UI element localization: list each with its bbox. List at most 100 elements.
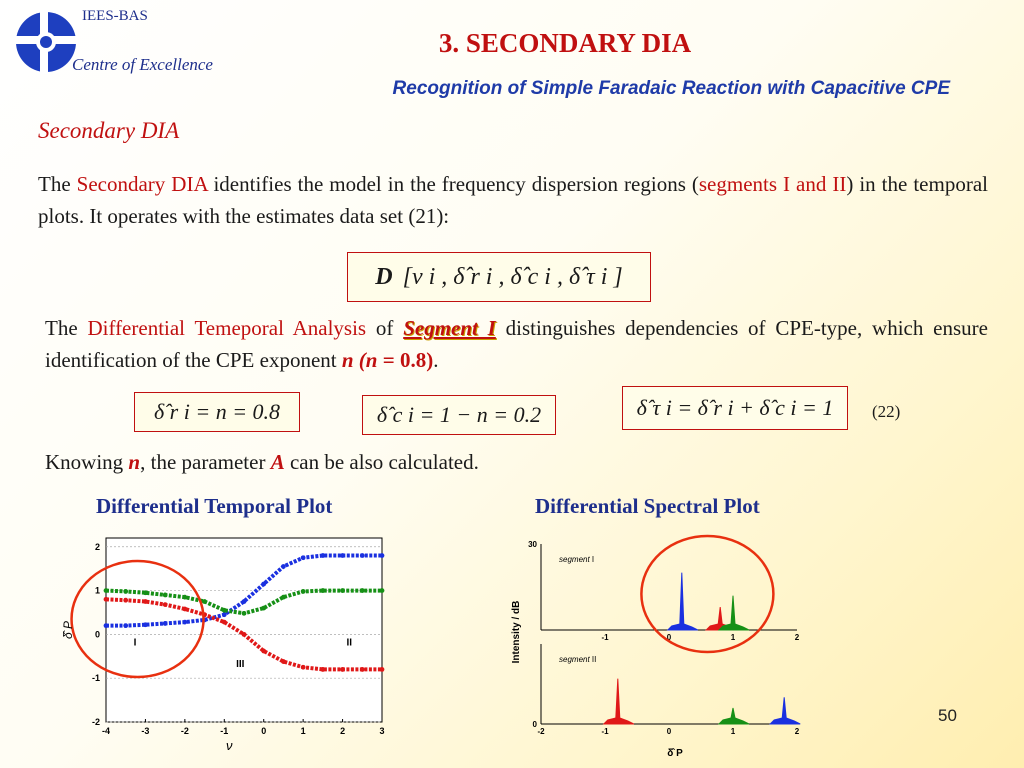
series-tau-point <box>143 622 148 628</box>
series-tau-point <box>261 581 267 587</box>
series-c-point <box>143 590 148 596</box>
spectral-ytick-label: 30 <box>528 540 537 549</box>
series-r-point <box>320 667 326 672</box>
series-tau-point <box>221 612 227 618</box>
series-tau-point <box>281 564 286 569</box>
temporal-xtick-label: -4 <box>102 726 110 736</box>
equation-number: (22) <box>872 402 901 421</box>
series-c-point <box>103 588 109 593</box>
spectral-plot: -1 0 1 2 30 segment I -2 -1 0 1 2 0 segment II Intens… <box>511 534 801 759</box>
series-r-point <box>221 619 227 625</box>
page-number: 50 <box>938 706 957 725</box>
centre-label: Centre of Excellence <box>72 55 213 74</box>
temporal-xtick-label: -2 <box>181 726 189 736</box>
series-c-point <box>379 588 385 593</box>
spectral-xtick-label: -2 <box>537 727 545 736</box>
series-r-point <box>300 664 306 670</box>
series-r-point <box>103 596 109 602</box>
series-r-point <box>143 599 148 604</box>
series-tau-point <box>300 555 306 561</box>
spectral-highlight-ellipse <box>640 534 775 654</box>
temporal-ylabel: δ̂ P <box>61 621 75 639</box>
slide-subtitle: Recognition of Simple Faradaic Reaction … <box>392 78 950 99</box>
series-tau-point <box>123 623 129 629</box>
temporal-ytick-label: 2 <box>95 542 100 552</box>
series-r-point <box>261 648 267 654</box>
spectral-peak <box>717 595 750 631</box>
series-r-point <box>182 606 188 612</box>
paragraph-knowing-n: Knowing n, the parameter A can be also c… <box>45 450 479 474</box>
section-heading: Secondary DIA <box>38 118 180 143</box>
spectral-peak <box>602 678 635 725</box>
spectral-xtick-label: 2 <box>795 727 800 736</box>
equation-c-box: δ̂ c i = 1 − n = 0.2 <box>362 395 556 435</box>
temporal-xtick-label: 3 <box>379 726 384 736</box>
temporal-ytick-label: -1 <box>92 673 100 683</box>
spectral-plot-title: Differential Spectral Plot <box>535 494 760 518</box>
spectral-peak <box>666 572 699 631</box>
series-tau-line <box>106 553 382 628</box>
spectral-panel-label: segment I <box>559 555 594 564</box>
spectral-xtick-label: 0 <box>667 633 672 642</box>
series-tau-point <box>340 553 345 558</box>
spectral-xtick-label: 0 <box>667 727 672 736</box>
equation-tau-box: δ̂ τ i = δ̂ r i + δ̂ c i = 1 <box>622 386 848 430</box>
spectral-ylabel: Intensity / dB <box>511 601 522 664</box>
temporal-ytick-label: -2 <box>92 717 100 727</box>
paragraph-segment-analysis: The Differential Temeporal Analysis of S… <box>45 316 988 372</box>
spectral-ytick-label: 0 <box>533 720 538 729</box>
spectral-xtick-label: 2 <box>795 633 800 642</box>
series-c-point <box>202 599 207 604</box>
equation-r-box: δ̂ r i = n = 0.8 <box>134 392 300 432</box>
temporal-xtick-label: 1 <box>301 726 306 736</box>
series-r-point <box>123 597 129 603</box>
series-tau-point <box>103 623 109 629</box>
series-r-point <box>281 659 286 664</box>
temporal-annotation: III <box>236 659 245 670</box>
series-c-point <box>221 607 227 613</box>
series-c-point <box>281 594 286 600</box>
segment-highlight-ellipse <box>70 559 205 679</box>
series-c-point <box>320 588 326 593</box>
spectral-xtick-label: -1 <box>601 633 609 642</box>
temporal-plot-title: Differential Temporal Plot <box>96 494 333 518</box>
series-c-point <box>261 605 267 611</box>
spectral-peak <box>768 697 801 725</box>
temporal-annotation: II <box>347 637 353 648</box>
temporal-ytick-label: 0 <box>95 629 100 639</box>
series-c-point <box>300 589 306 594</box>
spectral-xtick-label: 1 <box>731 633 736 642</box>
series-tau-point <box>162 621 168 626</box>
temporal-xlabel: ν <box>226 738 233 753</box>
series-r-point <box>340 667 345 672</box>
temporal-xtick-label: 2 <box>340 726 345 736</box>
temporal-ytick-label: 1 <box>95 586 100 596</box>
series-r-point <box>241 631 247 637</box>
series-c-point <box>182 594 188 600</box>
spectral-peak <box>717 707 750 725</box>
spectral-xtick-label: -1 <box>601 727 609 736</box>
series-tau-point <box>359 553 365 558</box>
series-r-point <box>162 602 168 607</box>
spectral-xlabel: δ̂ P <box>667 748 683 759</box>
temporal-plot-area <box>105 537 383 723</box>
series-tau-point <box>320 553 326 558</box>
org-name: IEES-BAS <box>82 8 148 24</box>
temporal-xtick-label: -3 <box>141 726 149 736</box>
temporal-annotation: I <box>134 637 137 648</box>
slide-title: 3. SECONDARY DIA <box>438 28 692 58</box>
series-r-point <box>359 667 365 672</box>
spectral-panel-label: segment II <box>559 655 596 664</box>
series-r-point <box>379 667 385 672</box>
equation-d-box: D [ν i , δ̂ r i , δ̂ c i , δ̂ τ i ] <box>347 252 651 302</box>
series-tau-point <box>241 599 247 604</box>
series-c-point <box>340 588 345 593</box>
series-c-point <box>241 610 247 616</box>
spectral-xtick-label: 1 <box>731 727 736 736</box>
series-c-point <box>123 589 129 594</box>
series-tau-point <box>379 553 385 558</box>
temporal-xtick-label: 0 <box>261 726 266 736</box>
series-c-point <box>162 592 168 598</box>
temporal-xtick-label: -1 <box>220 726 228 736</box>
